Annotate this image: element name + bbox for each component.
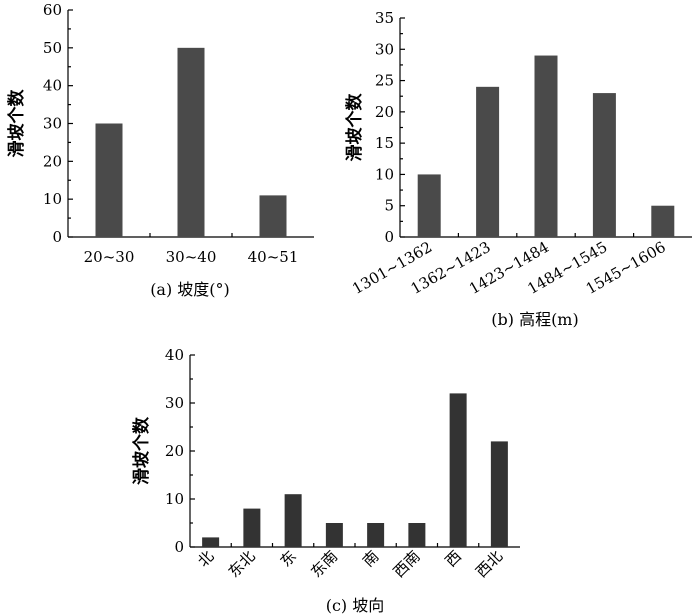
chart-c-aspect: 0 10 20 30 40 北 东北东东南南西南西西北 滑坡个数 (c) 坡向	[131, 346, 520, 615]
x-tick-label: 东北	[225, 547, 259, 581]
bar	[476, 86, 500, 237]
y-tick-label: 10	[43, 190, 62, 208]
y-tick-label: 40	[165, 346, 184, 364]
y-tick-label: 0	[174, 538, 184, 556]
bar	[367, 523, 385, 547]
y-axis-title: 滑坡个数	[131, 416, 152, 485]
bar	[259, 195, 287, 237]
x-tick-label: 西北	[472, 547, 506, 581]
bar	[95, 123, 123, 237]
x-tick-label: 东南	[307, 547, 341, 581]
bar	[325, 523, 343, 547]
bar	[284, 494, 302, 547]
bar	[243, 508, 261, 547]
chart-caption: (c) 坡向	[326, 596, 385, 615]
y-axis-title: 滑坡个数	[6, 89, 27, 158]
x-tick-label: 东	[277, 547, 300, 570]
y-tick-label: 30	[165, 394, 184, 412]
x-tick-label: 北	[194, 547, 217, 570]
y-tick-label: 30	[375, 40, 394, 58]
y-tick-label: 35	[375, 9, 394, 27]
bar	[449, 393, 467, 547]
bar	[490, 441, 508, 547]
chart-a-slope: 0 10 20 30 40 50 60 20~30 30~40 40~51 滑坡个数 (a) 坡度(°…	[6, 1, 314, 299]
x-tick-label: 南	[359, 547, 382, 570]
bar	[408, 523, 426, 547]
y-tick-label: 10	[375, 165, 394, 183]
y-tick-label: 25	[375, 72, 394, 90]
x-tick-label: 40~51	[248, 248, 299, 266]
x-tick-label: 20~30	[84, 248, 135, 266]
y-tick-label: 60	[43, 1, 62, 19]
bar	[417, 174, 441, 237]
y-axis-title: 滑坡个数	[344, 93, 365, 162]
chart-caption: (b) 高程(m)	[491, 310, 578, 329]
bar	[177, 47, 205, 238]
x-tick-label: 西	[442, 547, 465, 570]
x-tick-label: 西南	[390, 547, 424, 581]
x-tick-label: 30~40	[166, 248, 217, 266]
y-tick-label: 0	[52, 228, 62, 246]
y-tick-label: 10	[165, 490, 184, 508]
y-tick-label: 0	[384, 228, 394, 246]
y-tick-label: 20	[375, 103, 394, 121]
y-tick-label: 20	[165, 442, 184, 460]
y-tick-label: 5	[384, 197, 394, 215]
y-tick-label: 30	[43, 115, 62, 133]
y-tick-label: 50	[43, 39, 62, 57]
chart-caption: (a) 坡度(°)	[150, 280, 230, 299]
y-tick-label: 20	[43, 152, 62, 170]
bar	[534, 55, 558, 237]
y-tick-label: 40	[43, 77, 62, 95]
bar	[651, 205, 675, 237]
chart-b-elevation: 051015202530351301~13621362~14231423~148…	[344, 9, 692, 329]
bar	[592, 93, 616, 237]
bar	[202, 537, 220, 547]
y-tick-label: 15	[375, 134, 394, 152]
